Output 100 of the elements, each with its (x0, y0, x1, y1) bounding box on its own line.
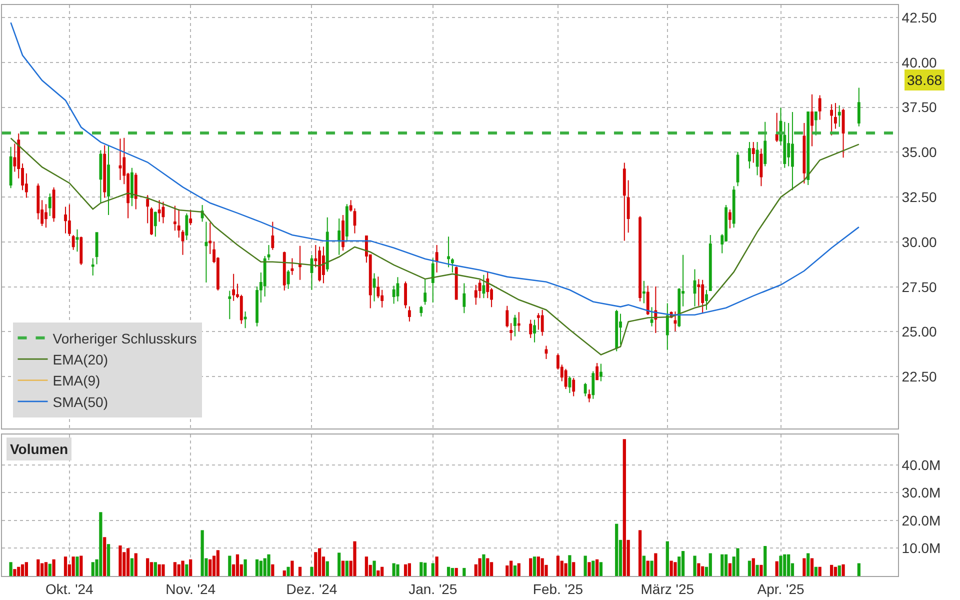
candlestick (150, 206, 153, 236)
candlestick (529, 319, 532, 339)
bar (103, 537, 106, 576)
candlestick (615, 309, 618, 352)
candlestick (310, 254, 314, 290)
candlestick (9, 146, 12, 189)
bar (106, 544, 110, 576)
bar (208, 559, 212, 576)
bar (162, 564, 165, 576)
bar (435, 556, 438, 576)
candlestick (482, 274, 486, 299)
bar (486, 558, 490, 576)
bar (681, 551, 685, 576)
bar (236, 554, 240, 576)
candlestick (447, 236, 450, 268)
bar (298, 566, 302, 576)
candlestick (208, 222, 212, 254)
y-tick-label: 32.50 (902, 188, 938, 205)
candlestick (708, 234, 712, 291)
bar (353, 541, 356, 576)
candlestick (181, 229, 184, 256)
bar (728, 563, 732, 576)
bar (64, 556, 68, 576)
candlestick (622, 162, 626, 242)
bar (173, 562, 177, 576)
candlestick (857, 87, 860, 127)
legend-label: EMA(20) (52, 352, 108, 368)
bar (513, 565, 517, 576)
bar (431, 563, 434, 576)
candlestick (533, 319, 536, 343)
legend-label: EMA(9) (52, 372, 100, 389)
candlestick (802, 122, 806, 184)
bar (830, 564, 834, 576)
candlestick (189, 210, 192, 226)
candlestick (91, 258, 94, 276)
bar (517, 563, 520, 576)
bar (540, 558, 544, 576)
bar (326, 561, 329, 576)
bar (126, 548, 130, 576)
candlestick (431, 258, 434, 303)
candlestick (646, 285, 650, 316)
bar (810, 558, 814, 576)
candlestick (454, 266, 458, 300)
y-tick-label: 22.50 (902, 368, 938, 385)
bar (134, 553, 138, 576)
candlestick (764, 121, 767, 167)
x-tick-label: Okt. '24 (46, 580, 94, 597)
bar (154, 562, 157, 576)
y-tick-label: 42.50 (902, 9, 938, 26)
candlestick (462, 282, 466, 314)
bar (310, 566, 314, 576)
bar (36, 559, 40, 576)
candlestick (732, 186, 736, 228)
bar (185, 564, 188, 576)
bar (99, 512, 102, 576)
candlestick (204, 221, 208, 284)
bar (568, 555, 572, 576)
candlestick (775, 112, 778, 142)
bar (802, 558, 806, 576)
bar (72, 556, 75, 576)
bar (592, 560, 595, 576)
candlestick (506, 305, 509, 328)
candlestick (572, 377, 576, 397)
bar (338, 552, 341, 576)
x-tick-label: Dez. '24 (286, 580, 338, 597)
bar (263, 558, 266, 576)
bar (380, 566, 384, 576)
bar (341, 560, 345, 576)
candlestick (674, 310, 677, 332)
bar (80, 556, 83, 576)
candlestick (650, 306, 654, 327)
legend-label: SMA(50) (52, 394, 108, 410)
candlestick (146, 194, 150, 224)
bar (779, 556, 782, 576)
bar (595, 559, 599, 576)
y-tick-label: 25.00 (902, 324, 938, 340)
bar (372, 560, 376, 576)
bar (666, 541, 669, 576)
bar (150, 562, 154, 576)
bar (189, 559, 192, 576)
bar (697, 563, 700, 576)
bar (424, 562, 427, 576)
candlestick (408, 306, 411, 322)
bar (376, 570, 380, 576)
bar (654, 553, 658, 576)
candlestick (810, 94, 814, 147)
line-series (10, 138, 860, 356)
candlestick (290, 258, 294, 276)
y-tick-label: 20.0M (902, 512, 941, 528)
candlestick (806, 112, 810, 186)
bar (482, 554, 486, 576)
bar (48, 564, 52, 576)
candlestick (162, 201, 165, 224)
bar (670, 560, 673, 576)
candlestick (752, 141, 755, 164)
candlestick (814, 112, 818, 136)
bar (814, 566, 818, 576)
candlestick (450, 258, 454, 273)
bar (756, 564, 759, 576)
candlestick (158, 200, 161, 222)
